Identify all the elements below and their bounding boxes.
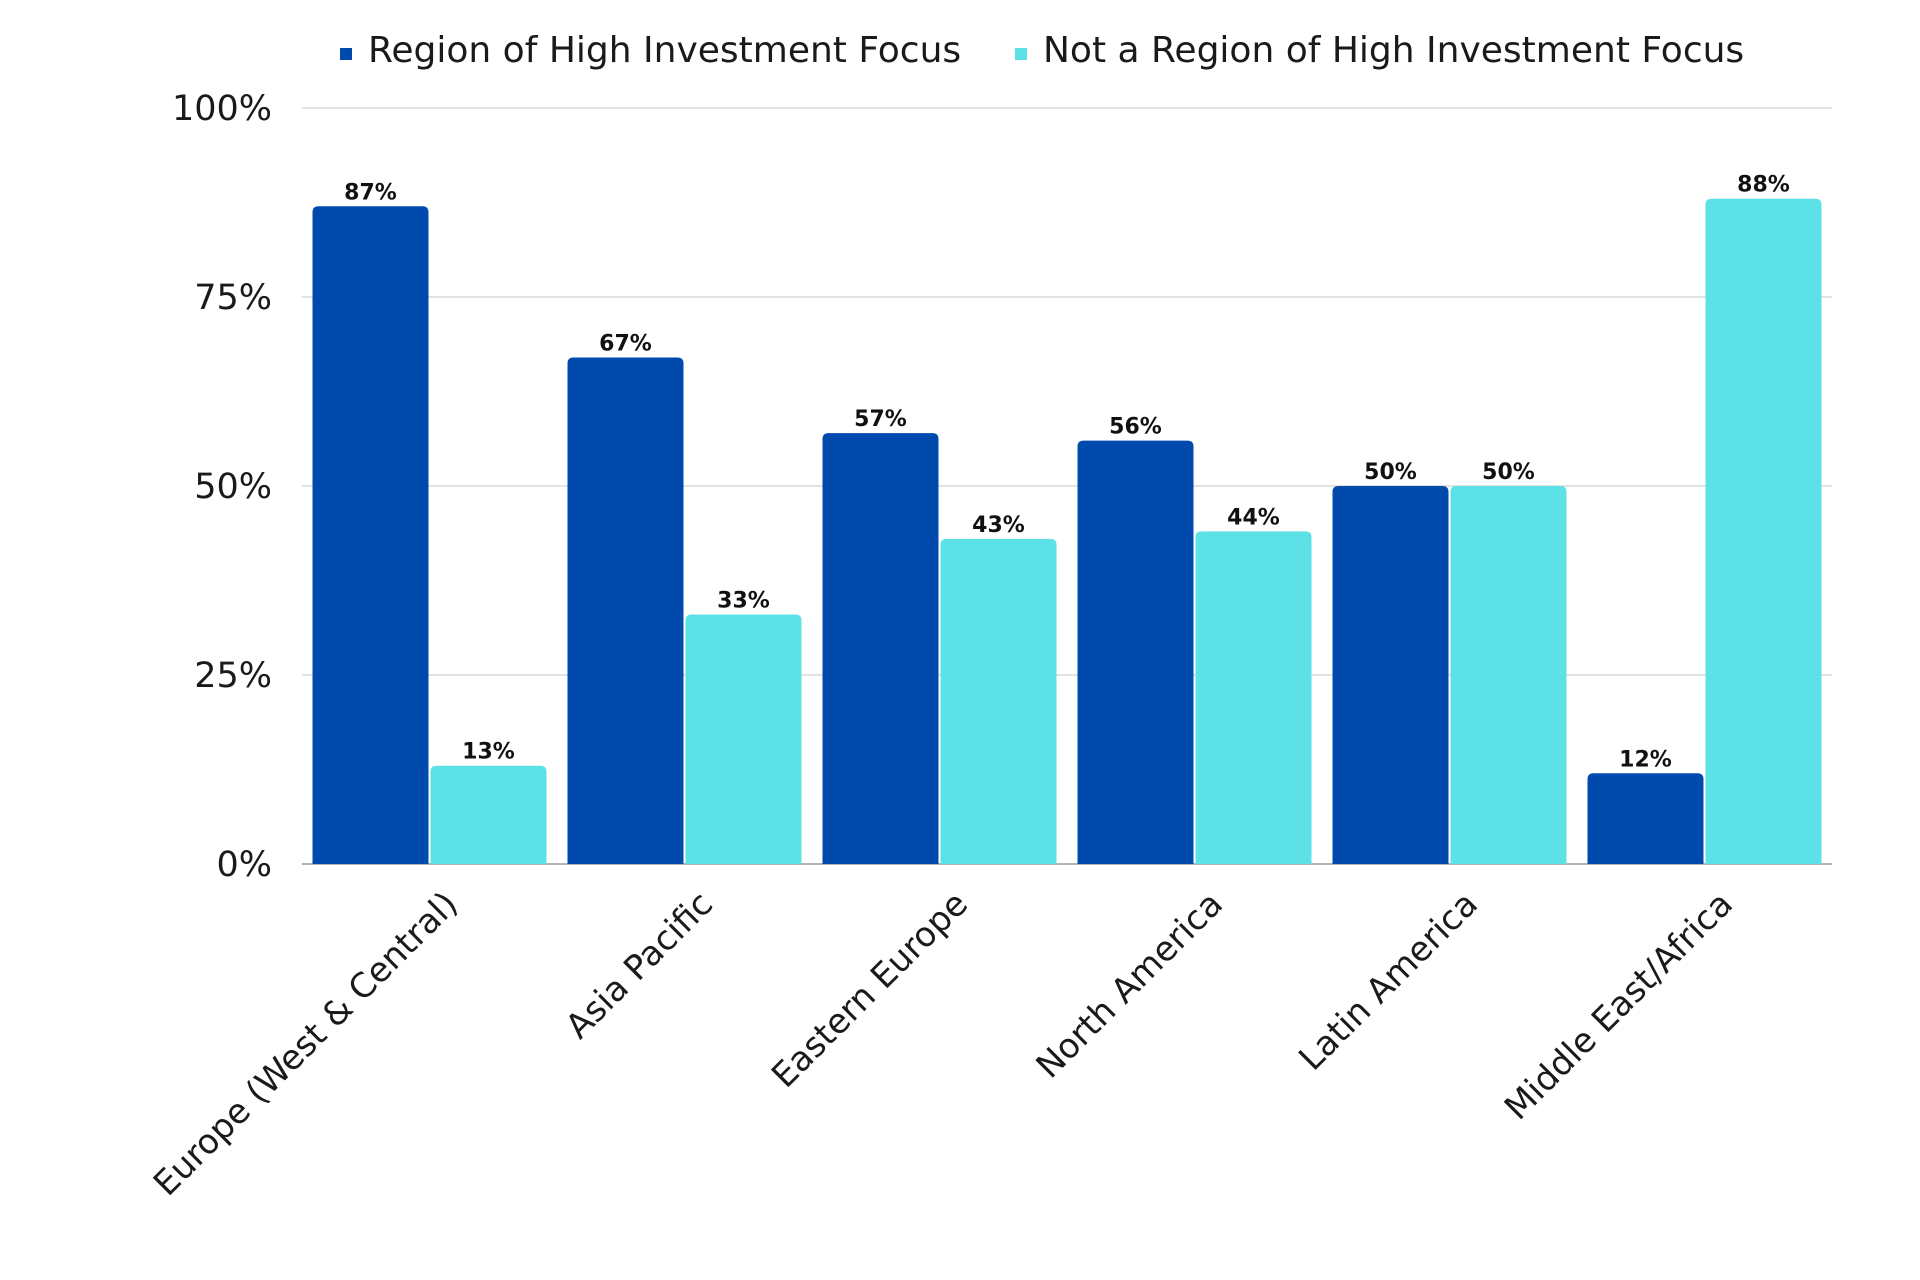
x-tick-label-eastern-europe: Eastern Europe bbox=[764, 884, 976, 1096]
x-axis: Europe (West & Central) Asia Pacific Easte… bbox=[146, 884, 1741, 1204]
y-axis: 0% 25% 50% 75% 100% bbox=[172, 89, 272, 885]
data-labels: 87% 13% 67% 33% 57% 43% 56% 44% 50% 50% 12% 88% bbox=[344, 173, 1790, 773]
bar-region-of-high-investment-focus-asia-pacific bbox=[567, 357, 684, 864]
x-tick-label-middle-east-africa: Middle East/Africa bbox=[1497, 884, 1741, 1128]
gridlines bbox=[302, 107, 1832, 865]
y-tick-label-25: 25% bbox=[194, 656, 272, 696]
x-tick-label-latin-america: Latin America bbox=[1291, 884, 1486, 1079]
y-tick-label-0: 0% bbox=[216, 845, 272, 885]
bar-not-a-region-of-high-investment-focus-europe-west-central bbox=[430, 765, 547, 864]
bar-not-a-region-of-high-investment-focus-eastern-europe bbox=[940, 538, 1057, 864]
data-label-region-of-high-investment-focus-middle-east-africa: 12% bbox=[1619, 747, 1672, 772]
bar-region-of-high-investment-focus-europe-west-central bbox=[312, 206, 429, 864]
data-label-not-a-region-of-high-investment-focus-latin-america: 50% bbox=[1482, 460, 1535, 485]
bar-region-of-high-investment-focus-eastern-europe bbox=[822, 433, 939, 864]
y-tick-label-75: 75% bbox=[194, 278, 272, 318]
legend-label-region-of-high-investment-focus: Region of High Investment Focus bbox=[368, 30, 961, 71]
data-label-not-a-region-of-high-investment-focus-eastern-europe: 43% bbox=[972, 513, 1025, 538]
data-label-not-a-region-of-high-investment-focus-north-america: 44% bbox=[1227, 505, 1280, 530]
data-label-region-of-high-investment-focus-latin-america: 50% bbox=[1364, 460, 1417, 485]
legend-label-not-a-region-of-high-investment-focus: Not a Region of High Investment Focus bbox=[1043, 30, 1744, 71]
x-tick-label-asia-pacific: Asia Pacific bbox=[558, 884, 721, 1047]
bar-not-a-region-of-high-investment-focus-latin-america bbox=[1450, 486, 1567, 864]
bar-not-a-region-of-high-investment-focus-north-america bbox=[1195, 531, 1312, 864]
data-label-not-a-region-of-high-investment-focus-europe-west-central: 13% bbox=[462, 740, 515, 765]
y-tick-label-50: 50% bbox=[194, 467, 272, 507]
bar-not-a-region-of-high-investment-focus-asia-pacific bbox=[685, 614, 802, 864]
legend-swatch-not-a-region-of-high-investment-focus bbox=[1015, 48, 1027, 60]
y-tick-label-100: 100% bbox=[172, 89, 272, 129]
data-label-region-of-high-investment-focus-asia-pacific: 67% bbox=[599, 331, 652, 356]
data-label-not-a-region-of-high-investment-focus-middle-east-africa: 88% bbox=[1737, 173, 1790, 198]
data-label-region-of-high-investment-focus-north-america: 56% bbox=[1109, 415, 1162, 440]
x-tick-label-north-america: North America bbox=[1029, 884, 1231, 1086]
data-label-region-of-high-investment-focus-europe-west-central: 87% bbox=[344, 180, 397, 205]
data-label-region-of-high-investment-focus-eastern-europe: 57% bbox=[854, 407, 907, 432]
bar-region-of-high-investment-focus-north-america bbox=[1077, 440, 1194, 864]
legend-swatch-region-of-high-investment-focus bbox=[340, 48, 352, 60]
bar-region-of-high-investment-focus-latin-america bbox=[1332, 486, 1449, 864]
bar-not-a-region-of-high-investment-focus-middle-east-africa bbox=[1705, 198, 1822, 865]
bar-region-of-high-investment-focus-middle-east-africa bbox=[1587, 773, 1704, 864]
legend: Region of High Investment Focus Not a Reg… bbox=[340, 30, 1744, 71]
bars bbox=[312, 198, 1822, 865]
x-tick-label-europe-west-central: Europe (West & Central) bbox=[146, 884, 466, 1204]
data-label-not-a-region-of-high-investment-focus-asia-pacific: 33% bbox=[717, 589, 770, 614]
